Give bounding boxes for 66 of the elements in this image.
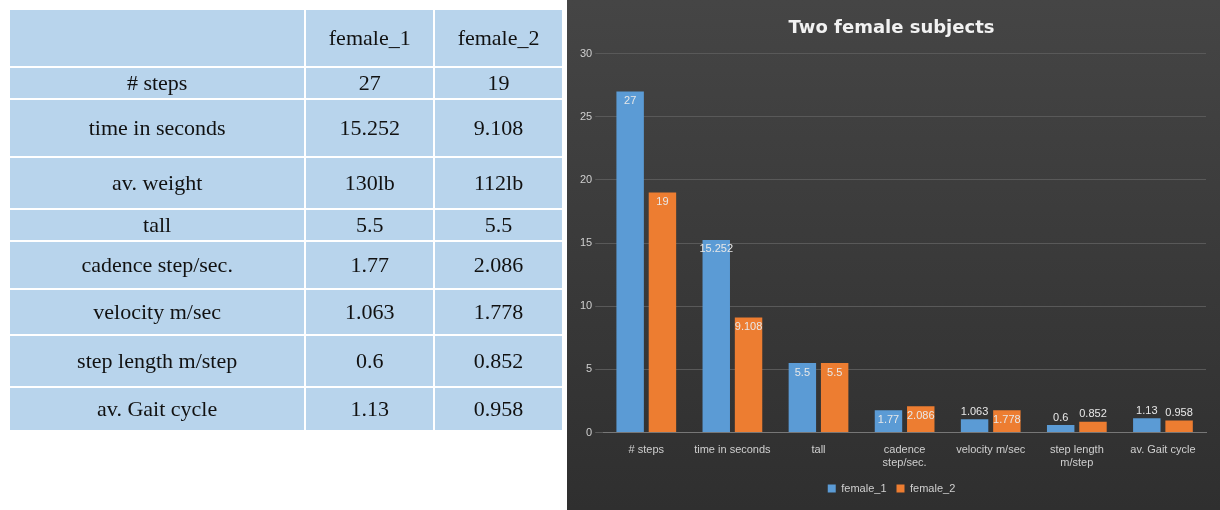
chart-title: Two female subjects xyxy=(788,16,995,38)
data-label: 9.108 xyxy=(734,320,763,333)
text: 9.108 xyxy=(473,115,524,140)
legend-label: female_1 xyxy=(841,481,887,494)
data-label: 1.063 xyxy=(960,404,989,417)
x-tick-label: velocity m/sec xyxy=(956,443,1026,456)
text: 19 xyxy=(487,70,510,95)
text: 130lb xyxy=(344,170,395,195)
data-label: 19 xyxy=(656,195,669,208)
text: 5.5 xyxy=(355,212,384,237)
x-tick-label: # steps xyxy=(628,443,665,456)
y-tick-label: 20 xyxy=(579,172,593,185)
text: 0.852 xyxy=(473,348,524,373)
text: female_1 xyxy=(328,25,411,50)
text: av. Gait cycle xyxy=(97,396,218,421)
bar xyxy=(734,317,763,433)
text: female_2 xyxy=(457,25,540,50)
bar xyxy=(1079,421,1107,433)
bar xyxy=(616,91,644,433)
text: 0.6 xyxy=(355,348,384,373)
bar xyxy=(648,192,677,433)
text: 1.13 xyxy=(350,396,389,421)
y-tick-label: 10 xyxy=(579,299,593,312)
bar xyxy=(1165,420,1193,433)
x-tick-label: tall xyxy=(811,443,826,456)
x-tick-label: step length m/step xyxy=(1049,443,1104,469)
text: 2.086 xyxy=(473,252,524,277)
text: av. weight xyxy=(112,170,203,195)
data-label: 2.086 xyxy=(907,408,935,421)
text: # steps xyxy=(126,70,188,95)
data-label: 1.13 xyxy=(1136,403,1158,416)
data-label: 1.778 xyxy=(993,412,1021,425)
bar xyxy=(820,363,849,433)
data-label: 5.5 xyxy=(827,365,843,378)
legend-label: female_2 xyxy=(910,481,956,494)
text: 0.958 xyxy=(473,396,524,421)
y-tick-label: 15 xyxy=(579,236,593,249)
bar xyxy=(960,419,989,433)
text: 1.063 xyxy=(344,299,395,324)
data-label: 27 xyxy=(624,94,637,107)
x-tick-label: cadence step/sec. xyxy=(882,443,927,469)
text: 15.252 xyxy=(339,115,400,140)
bar xyxy=(1133,418,1161,433)
data-label: 0.852 xyxy=(1079,407,1107,420)
data-label: 0.958 xyxy=(1165,406,1193,419)
text: velocity m/sec xyxy=(93,299,221,324)
text: time in seconds xyxy=(88,115,226,140)
text: 27 xyxy=(358,70,381,95)
x-tick-label: av. Gait cycle xyxy=(1130,443,1196,456)
x-tick-label: time in seconds xyxy=(694,443,772,456)
text: tall xyxy=(143,212,172,237)
bar xyxy=(788,363,817,433)
text: 1.77 xyxy=(350,252,389,277)
y-tick-label: 0 xyxy=(586,425,593,438)
text: 112lb xyxy=(473,170,524,195)
text: cadence step/sec. xyxy=(81,252,233,277)
y-tick-label: 25 xyxy=(579,109,593,122)
text: step length m/step xyxy=(77,348,238,373)
text: 1.778 xyxy=(473,299,524,324)
data-label: 5.5 xyxy=(794,365,811,378)
y-tick-label: 30 xyxy=(579,46,593,59)
data-label: 0.6 xyxy=(1053,410,1069,423)
y-tick-label: 5 xyxy=(586,362,593,375)
bar xyxy=(1046,425,1075,433)
text: 5.5 xyxy=(484,212,513,237)
data-label: 1.77 xyxy=(877,412,900,425)
